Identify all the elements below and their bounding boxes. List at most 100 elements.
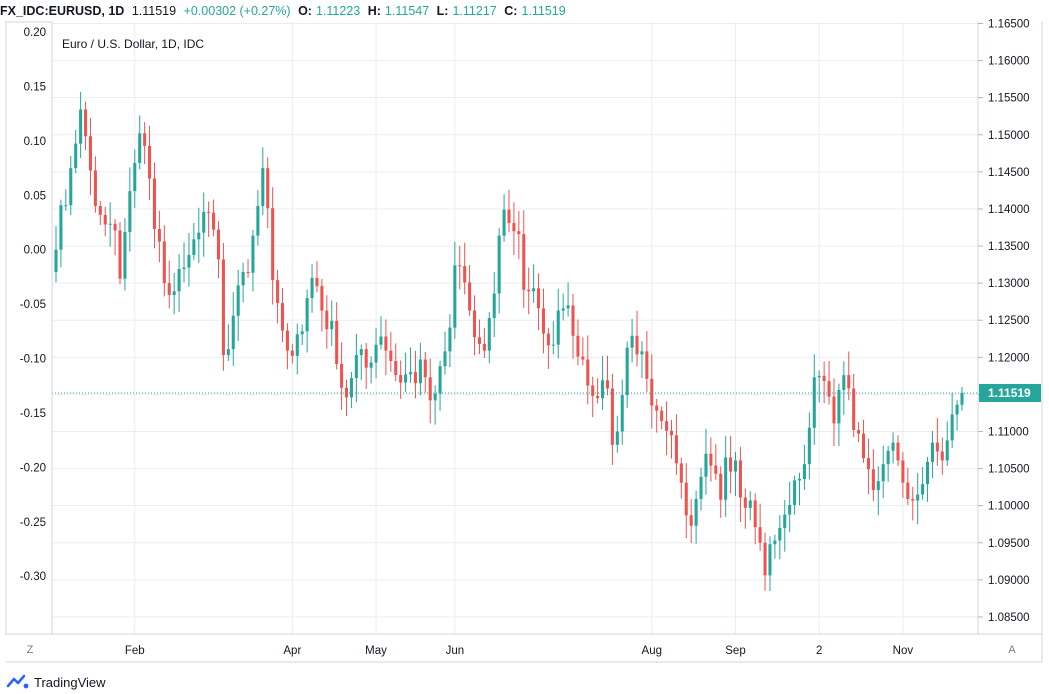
auto-scale-button-bg[interactable] — [1002, 640, 1022, 658]
time-axis-label: Feb — [125, 645, 145, 657]
candle — [906, 467, 910, 506]
right-axis-label: 1.14500 — [988, 167, 1030, 179]
candle — [709, 437, 713, 482]
plot-area[interactable] — [52, 22, 978, 634]
right-axis-label: 1.09000 — [988, 575, 1030, 587]
candle-body — [546, 333, 550, 346]
candle-body — [684, 482, 688, 516]
candle-body — [581, 356, 585, 360]
candle — [369, 356, 373, 384]
candle-body — [231, 315, 235, 350]
candle — [364, 342, 368, 389]
candle — [522, 210, 526, 308]
candle — [694, 490, 698, 544]
price-change: +0.00302 (+0.27%) — [183, 4, 291, 18]
time-axis[interactable]: Feb Apr May Jun Aug Sep 2 Nov — [125, 645, 914, 657]
tradingview-brand[interactable]: TradingView — [34, 674, 106, 690]
auto-scale-button[interactable]: A — [1002, 640, 1022, 658]
candle — [276, 269, 280, 324]
candle — [359, 344, 363, 381]
candle-body — [276, 280, 280, 304]
left-axis-label: -0.10 — [20, 354, 46, 366]
candle — [413, 350, 417, 399]
candle — [340, 342, 344, 410]
price-chart[interactable]: Euro / U.S. Dollar, 1D, IDC 0.20 0.15 0.10… — [0, 0, 1049, 672]
candle — [901, 451, 905, 498]
candle — [389, 332, 393, 372]
candle-body — [551, 344, 555, 346]
candle-body — [738, 460, 742, 498]
candle — [679, 457, 683, 499]
candle-body — [532, 288, 536, 292]
candle-body — [640, 351, 644, 355]
tradingview-branding[interactable]: TradingView — [6, 672, 106, 692]
candle — [152, 162, 157, 249]
candle — [453, 241, 457, 339]
candle-body — [871, 469, 875, 491]
candle — [699, 467, 703, 511]
candle — [418, 342, 422, 396]
candle — [123, 218, 127, 291]
candle-body — [364, 349, 368, 368]
left-percent-axis[interactable]: 0.20 0.15 0.10 0.05 0.00 -0.05 -0.10 -0.15 -0.20… — [20, 27, 46, 583]
candle — [167, 260, 171, 309]
candle — [231, 292, 235, 366]
candle — [108, 202, 112, 247]
last-price: 1.11519 — [131, 4, 177, 18]
candle-body — [138, 133, 142, 163]
left-scale-button-label[interactable]: Z — [27, 644, 34, 656]
candle-body — [64, 205, 68, 207]
candle-body — [940, 451, 944, 461]
candle-body — [335, 320, 339, 364]
candle — [812, 354, 816, 445]
candle-body — [650, 378, 654, 406]
candle-body — [615, 431, 619, 445]
time-axis-label: Jun — [446, 645, 465, 657]
candle-body — [812, 377, 816, 428]
candle-body — [541, 308, 545, 334]
candle-body — [113, 223, 117, 231]
candle — [74, 129, 78, 174]
right-axis-label: 1.13500 — [988, 241, 1030, 253]
candle — [881, 445, 885, 499]
candle-body — [330, 320, 334, 330]
candle-body — [463, 266, 467, 283]
candle — [330, 300, 334, 347]
candle — [689, 499, 693, 543]
candle-body — [625, 347, 629, 396]
candle — [571, 293, 575, 359]
candle — [852, 373, 856, 438]
candle — [940, 437, 944, 475]
candle — [724, 436, 728, 517]
right-price-axis[interactable]: 1.16500 1.16000 1.15500 1.15000 1.14500 1.140… — [978, 18, 1030, 624]
candle-body — [143, 133, 147, 146]
candle-body — [788, 504, 792, 515]
candle — [596, 378, 600, 404]
left-axis-label: 0.00 — [24, 245, 46, 257]
candle — [541, 288, 545, 354]
candle — [743, 488, 747, 529]
candle — [315, 261, 319, 293]
candle — [738, 446, 742, 522]
candle — [615, 415, 619, 453]
candle — [586, 335, 590, 405]
candle — [438, 360, 442, 411]
candle-body — [384, 336, 388, 351]
candle — [930, 431, 934, 479]
left-scale-button-bg[interactable] — [20, 640, 40, 658]
left-scale-button[interactable]: Z — [20, 640, 40, 658]
candle-body — [379, 336, 383, 345]
time-axis-label: 2 — [816, 645, 822, 657]
candle-body — [216, 229, 221, 260]
candle-body — [502, 209, 506, 236]
candle — [433, 385, 437, 425]
candle-body — [221, 259, 225, 356]
candle — [64, 189, 68, 211]
candle-body — [605, 380, 610, 389]
auto-scale-button-label[interactable]: A — [1008, 644, 1016, 656]
candle — [93, 156, 97, 213]
symbol-name[interactable]: FX_IDC:EURUSD, 1D — [0, 4, 125, 18]
candle-body — [473, 310, 477, 338]
candle-body — [556, 310, 560, 345]
candle-body — [891, 442, 895, 451]
